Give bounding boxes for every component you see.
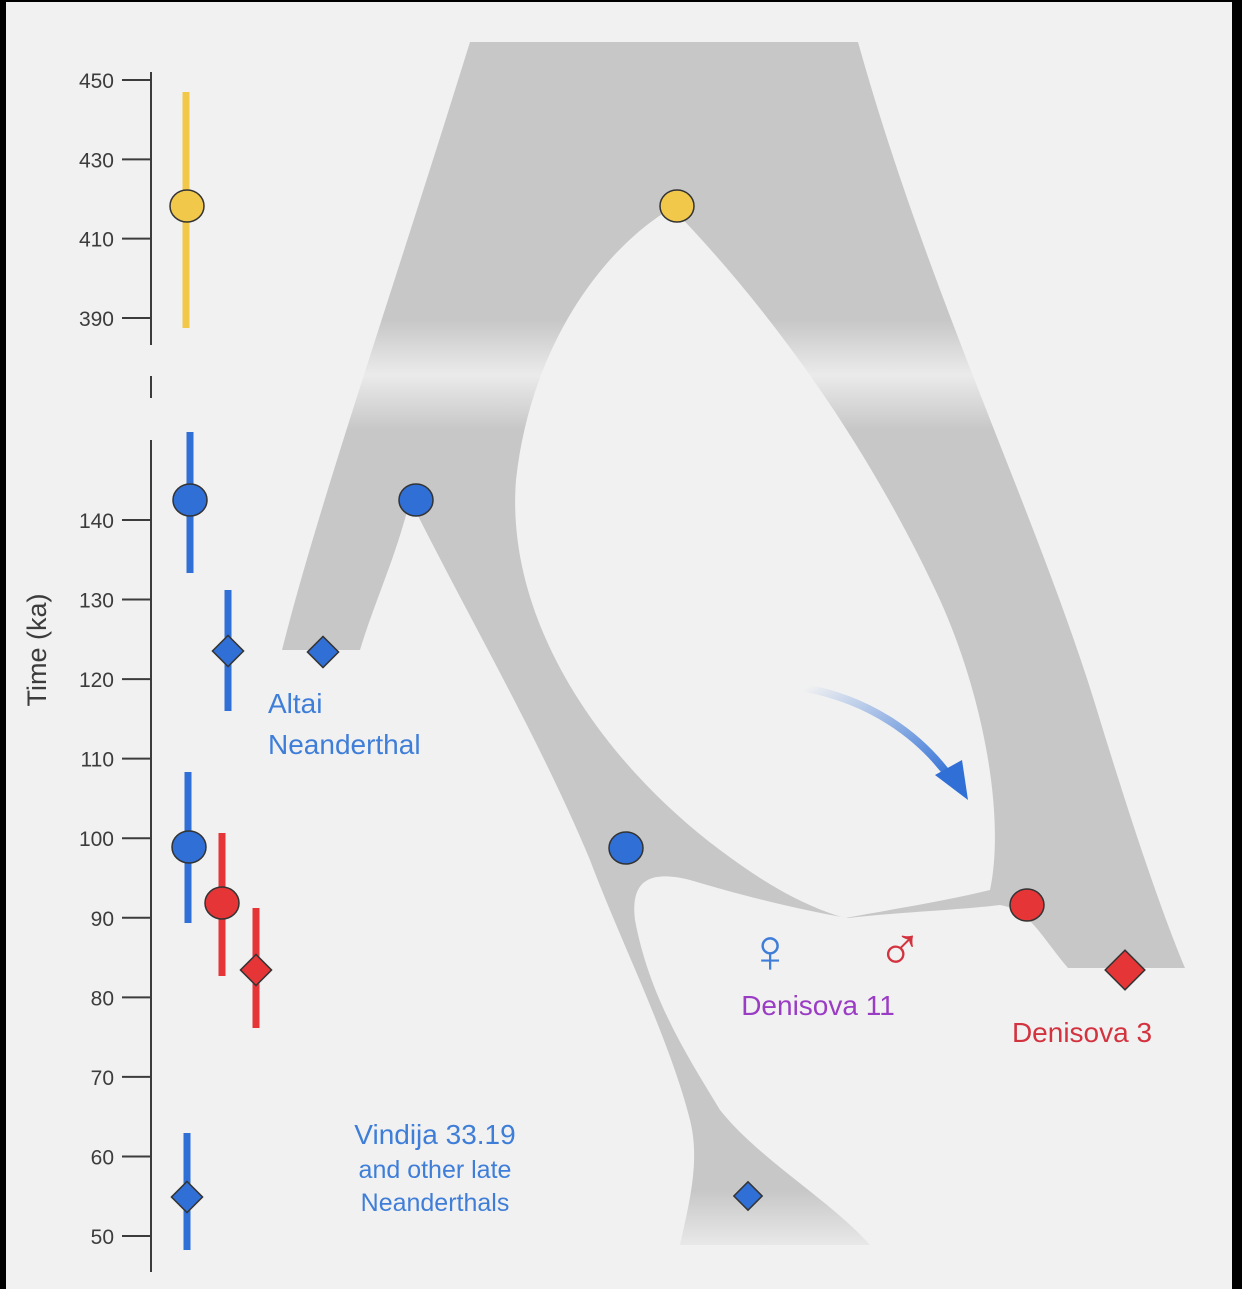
- node-neanderthal-late: [608, 831, 644, 865]
- node-vindija: [732, 1180, 764, 1212]
- label-altai-line2: Neanderthal: [268, 729, 421, 760]
- frame-border-left: [0, 0, 6, 1289]
- tick-label: 60: [91, 1146, 114, 1169]
- frame-border-top: [0, 0, 1242, 2]
- tick-label: 90: [91, 908, 114, 931]
- arrow-shaft: [801, 684, 956, 784]
- tick-marks: [122, 79, 151, 1237]
- marker-ancestor-axis: [169, 189, 205, 223]
- marker-altai-axis: [211, 634, 245, 668]
- node-denisova3: [1104, 949, 1146, 991]
- tick-label: 100: [79, 828, 114, 851]
- time-axis: [122, 72, 152, 1272]
- gene-flow-arrow: [801, 684, 968, 800]
- marker-denisovan-axis: [204, 886, 240, 920]
- marker-split-axis: [172, 483, 208, 517]
- tick-label: 390: [79, 308, 114, 331]
- tick-label: 50: [91, 1226, 114, 1249]
- tick-label: 140: [79, 510, 114, 533]
- tick-label: 80: [91, 987, 114, 1010]
- frame-border-right: [1232, 0, 1242, 1289]
- arrow-head: [935, 760, 968, 800]
- tree-markers: [306, 189, 1146, 1212]
- axis-break-band: [300, 320, 1000, 430]
- female-symbol: ♀: [747, 917, 794, 986]
- tick-label: 430: [79, 149, 114, 172]
- axis-title: Time (ka): [22, 594, 52, 707]
- tick-label: 450: [79, 70, 114, 93]
- node-denisovan: [1009, 888, 1045, 922]
- tick-label: 70: [91, 1067, 114, 1090]
- bottom-fade: [600, 1190, 920, 1260]
- tick-labels: 450 430 410 390 140 130 120 110 100 90 80 70 60 50: [79, 70, 114, 1249]
- tick-label: 410: [79, 229, 114, 252]
- marker-vindija-axis: [170, 1180, 204, 1214]
- male-symbol: ♂: [877, 913, 924, 982]
- label-denisova3: Denisova 3: [1012, 1017, 1152, 1048]
- label-altai-line1: Altai: [268, 688, 322, 719]
- label-vindija-line1: Vindija 33.19: [354, 1119, 515, 1150]
- node-altai: [306, 635, 340, 669]
- label-vindija-line2: and other late: [359, 1156, 512, 1184]
- marker-denisova3-axis: [239, 953, 273, 987]
- label-vindija-line3: Neanderthals: [361, 1189, 510, 1217]
- node-neanderthal-split: [398, 483, 434, 517]
- tick-label: 120: [79, 669, 114, 692]
- axis-markers: [169, 189, 273, 1214]
- tick-label: 110: [81, 749, 114, 772]
- node-ancestor: [659, 189, 695, 223]
- label-denisova11: Denisova 11: [741, 990, 895, 1021]
- tick-label: 130: [79, 590, 114, 613]
- marker-neanderthal-axis: [171, 830, 207, 864]
- error-bars: [182, 92, 260, 1250]
